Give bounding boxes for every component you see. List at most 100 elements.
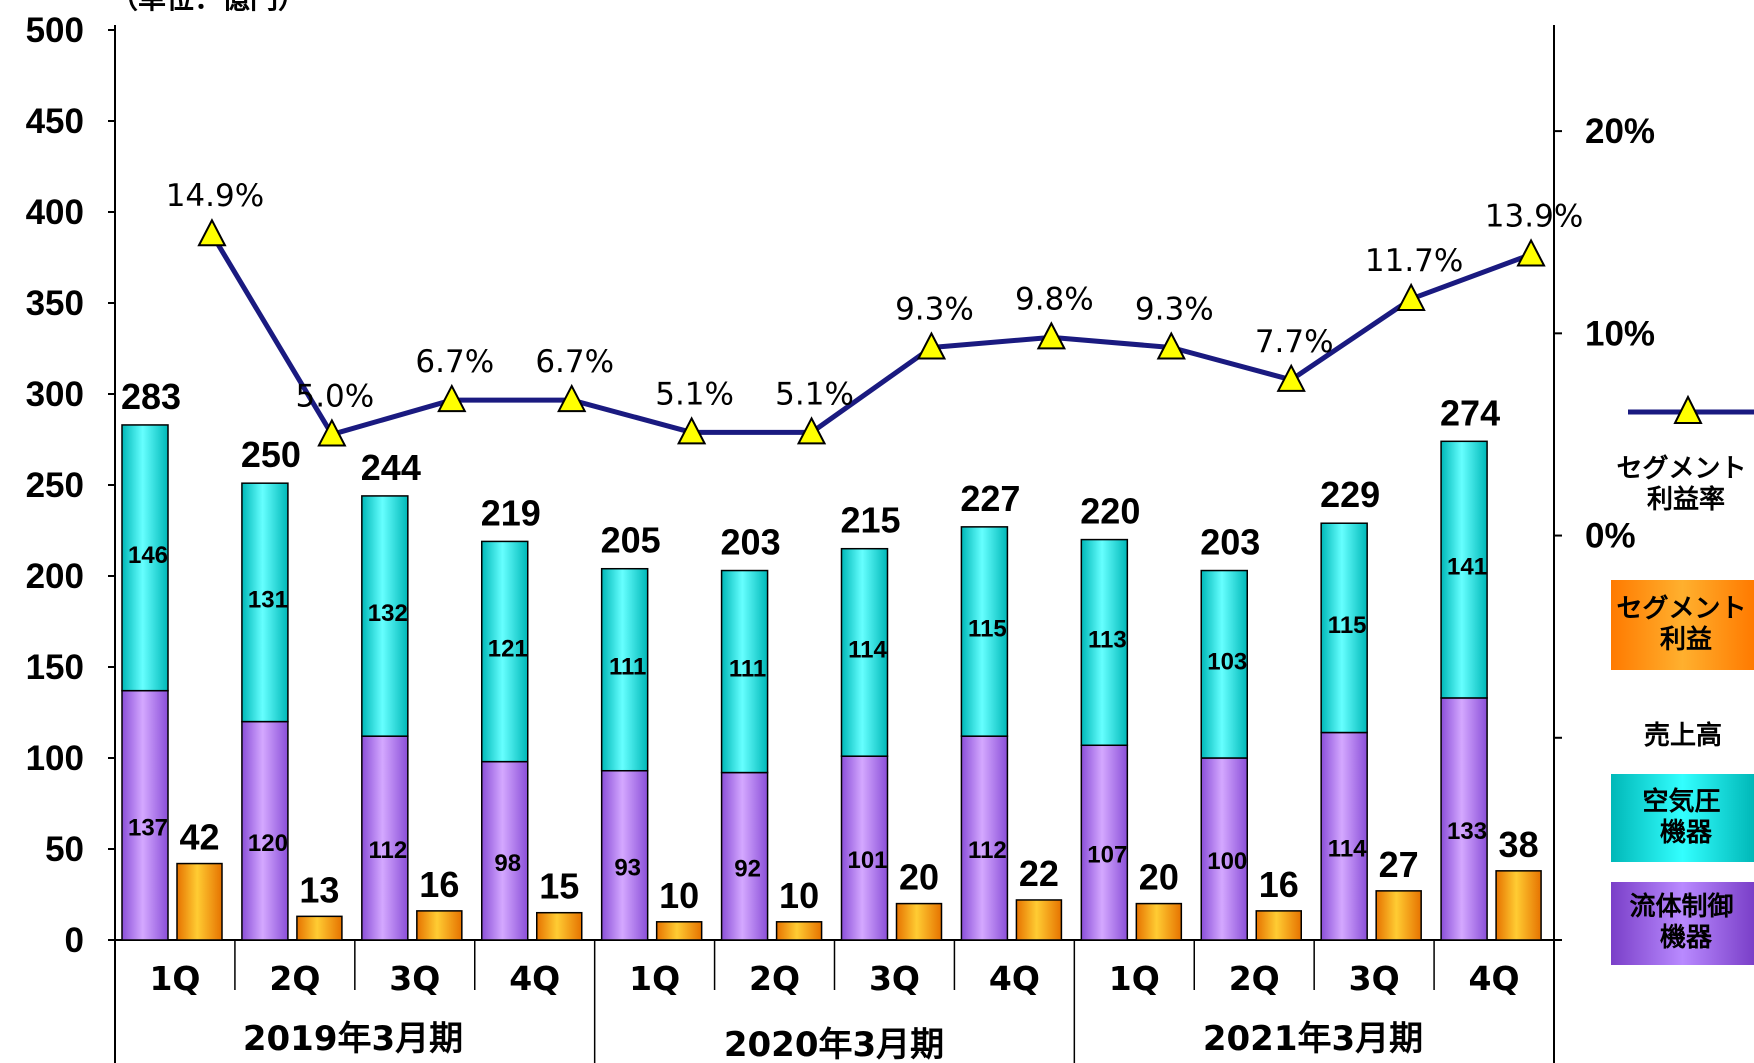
bar-profit xyxy=(1135,902,1183,941)
bar-total-label: 215 xyxy=(840,500,900,541)
x-tick-label: 1Q xyxy=(1109,959,1160,998)
bar-fluid xyxy=(1080,744,1129,941)
bar-pneumatic xyxy=(720,569,769,774)
bar-pneumatic-label: 115 xyxy=(1328,612,1367,639)
bar-pneumatic-label: 121 xyxy=(488,636,528,663)
bar-fluid-label: 107 xyxy=(1087,842,1127,869)
margin-value-label: 14.9% xyxy=(166,178,264,214)
bar-pneumatic-label: 141 xyxy=(1447,554,1487,581)
margin-marker-icon xyxy=(1156,331,1186,360)
bar-fluid xyxy=(960,735,1009,941)
bar-fluid xyxy=(600,769,649,941)
bar-profit-label: 13 xyxy=(299,869,339,910)
bar-profit xyxy=(775,921,823,941)
bar-pneumatic-label: 103 xyxy=(1207,648,1247,675)
x-tick-label: 4Q xyxy=(1469,959,1520,998)
period-label-2021: 2021年3月期 xyxy=(1203,1019,1423,1059)
x-tick-label: 2Q xyxy=(269,959,320,998)
bar-total-label: 244 xyxy=(361,447,421,488)
margin-value-label: 7.7% xyxy=(1255,324,1334,360)
legend-pneumatic-label: 空気圧 機器 xyxy=(1642,786,1729,848)
legend-fluid-swatch xyxy=(1611,882,1754,965)
margin-value-label: 9.3% xyxy=(895,291,974,327)
bar-fluid xyxy=(1200,757,1248,941)
bar-fluid-label: 98 xyxy=(494,850,521,877)
bar-fluid-label: 114 xyxy=(1328,835,1367,862)
bar-fluid xyxy=(1320,731,1368,941)
bar-total-label: 220 xyxy=(1080,491,1140,532)
legend: セグメント 利益率 セグメント 利益 売上高 空気圧 機器 流体制御 機器 xyxy=(1611,394,1754,965)
bars-group: 137 146 283 42 120 131 250 13 112 132 244 16 98 121 21… xyxy=(121,376,1542,941)
legend-triangle-marker-icon xyxy=(1673,394,1703,424)
bar-total-label: 283 xyxy=(121,376,181,417)
y-tick-label: 150 xyxy=(26,648,84,687)
bar-profit xyxy=(1495,870,1542,941)
bar-fluid-label: 137 xyxy=(128,814,168,841)
bar-pneumatic-label: 146 xyxy=(128,542,168,569)
bar-fluid xyxy=(361,735,409,941)
margin-marker-icon xyxy=(796,416,827,445)
y-tick-label: 100 xyxy=(26,739,84,778)
margin-marker-icon xyxy=(1276,363,1306,392)
y-tick-label: 200 xyxy=(26,557,84,596)
bar-profit xyxy=(416,910,463,941)
bar-profit xyxy=(536,911,583,941)
bar-fluid xyxy=(121,689,169,941)
legend-pneumatic-swatch xyxy=(1611,774,1754,862)
margin-value-label: 5.0% xyxy=(295,378,374,414)
legend-profit-label: セグメント 利益 xyxy=(1616,594,1754,655)
margin-marker-icon xyxy=(916,331,947,360)
bar-pneumatic xyxy=(600,567,649,772)
bar-fluid-label: 100 xyxy=(1207,848,1247,875)
legend-fluid-label: 流体制御 機器 xyxy=(1629,891,1742,953)
y-axis-right-ticks: 0% 10% 20% xyxy=(1554,112,1655,941)
bar-fluid-label: 112 xyxy=(368,837,407,864)
margin-value-label: 6.7% xyxy=(415,344,494,380)
legend-margin-label: セグメント 利益率 xyxy=(1616,454,1754,515)
x-tick-label: 3Q xyxy=(869,959,920,998)
margin-value-label: 9.3% xyxy=(1135,291,1214,327)
bar-pneumatic xyxy=(840,547,889,757)
y-tick-label: 0 xyxy=(65,921,84,960)
bar-fluid xyxy=(241,720,289,941)
bar-pneumatic-label: 115 xyxy=(968,616,1007,643)
margin-marker-icon xyxy=(557,383,587,413)
bar-total-label: 250 xyxy=(241,434,301,475)
bar-profit-label: 38 xyxy=(1499,824,1539,865)
x-tick-label: 3Q xyxy=(389,959,440,998)
bar-pneumatic-label: 114 xyxy=(848,636,887,663)
margin-marker-icon xyxy=(1516,238,1546,267)
y-tick-label: 300 xyxy=(26,375,84,414)
bar-pneumatic xyxy=(361,495,409,737)
margin-value-label: 9.8% xyxy=(1015,281,1094,317)
margin-value-label: 6.7% xyxy=(535,344,614,380)
bar-pneumatic xyxy=(960,526,1009,737)
y-axis-left-ticks: 0 50 100 150 200 250 300 350 400 450 500 xyxy=(26,11,115,960)
bar-profit xyxy=(1375,890,1422,941)
bar-profit-label: 15 xyxy=(539,866,579,907)
bar-total-label: 229 xyxy=(1320,474,1380,515)
bar-profit-label: 20 xyxy=(1139,857,1179,898)
bar-pneumatic xyxy=(241,482,289,723)
x-tick-label: 4Q xyxy=(989,959,1040,998)
y-right-tick-label: 20% xyxy=(1585,112,1655,151)
bar-total-label: 203 xyxy=(721,522,781,563)
bar-fluid xyxy=(481,760,529,941)
bar-pneumatic-label: 131 xyxy=(248,586,288,613)
x-tick-label: 2Q xyxy=(749,959,800,998)
bar-pneumatic xyxy=(1080,538,1129,747)
margin-marker-icon xyxy=(676,416,707,445)
x-tick-label: 3Q xyxy=(1349,959,1400,998)
bar-pneumatic-label: 113 xyxy=(1088,626,1127,653)
y-tick-label: 450 xyxy=(26,102,84,141)
bar-profit-label: 16 xyxy=(1259,864,1299,905)
bar-pneumatic xyxy=(1440,440,1488,699)
bar-profit-label: 20 xyxy=(899,857,939,898)
bar-fluid xyxy=(840,755,889,941)
legend-sales-header: 売上高 xyxy=(1644,720,1722,751)
bar-pneumatic-label: 132 xyxy=(368,600,408,627)
x-tick-label: 4Q xyxy=(509,959,560,998)
bar-pneumatic xyxy=(1320,522,1368,734)
bar-fluid-label: 120 xyxy=(248,830,288,857)
